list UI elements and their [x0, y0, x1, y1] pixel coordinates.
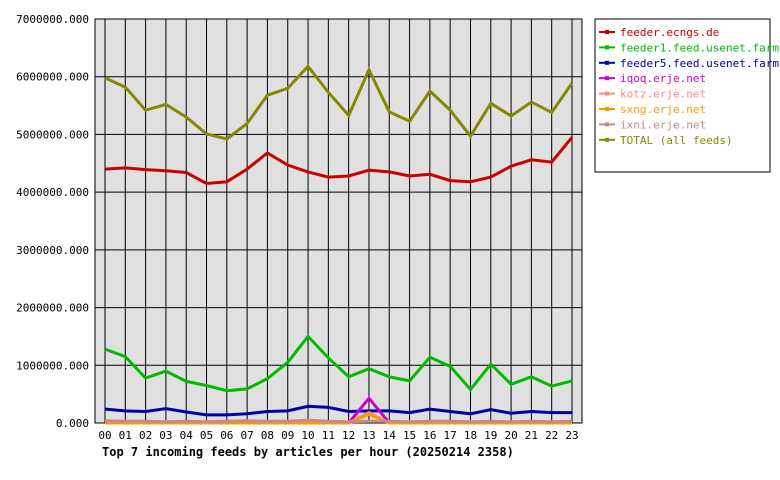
x-tick-label: 01 [119, 429, 132, 442]
legend-item-feeder-ecngs-de: feeder.ecngs.de [599, 26, 719, 39]
legend-marker [605, 91, 609, 96]
x-tick-label: 10 [301, 429, 314, 442]
legend-label: TOTAL (all feeds) [620, 134, 733, 147]
x-tick-label: 07 [241, 429, 254, 442]
series-line-ixni-erje-net [104, 418, 573, 424]
x-tick-label: 04 [180, 429, 194, 442]
legend-label: ixni.erje.net [620, 118, 706, 131]
series-line-feeder5-feed-usenet-farm [104, 404, 572, 417]
x-tick-label: 05 [200, 429, 213, 442]
legend-label: sxng.erje.net [620, 103, 706, 116]
x-tick-label: 23 [565, 429, 578, 442]
x-tick-label: 03 [159, 429, 172, 442]
x-tick-label: 17 [444, 429, 457, 442]
x-axis-tick-labels: 00 01 02 03 04 05 06 07 08 09 10 11 12 13 14 15 16 17 18 19… [98, 429, 578, 442]
legend-label: feeder5.feed.usenet.farm [620, 57, 779, 70]
legend: feeder.ecngs.de feeder1.feed.usenet.farm f… [594, 18, 779, 173]
x-tick-label: 18 [464, 429, 477, 442]
y-tick-label: 6000000.000 [16, 71, 89, 84]
legend-item-feeder1-feed-usenet-farm: feeder1.feed.usenet.farm [599, 41, 779, 54]
legend-item-feeder5-feed-usenet-farm: feeder5.feed.usenet.farm [599, 57, 779, 70]
x-tick-label: 11 [322, 429, 335, 442]
legend-label: feeder.ecngs.de [620, 26, 719, 39]
legend-marker [605, 107, 609, 111]
legend-marker [605, 60, 609, 65]
x-tick-label: 00 [98, 429, 111, 442]
y-tick-label: 2000000.000 [16, 302, 89, 315]
legend-item-sxng-erje-net: sxng.erje.net [599, 103, 706, 116]
y-tick-label: 1000000.000 [16, 359, 89, 372]
x-tick-label: 02 [139, 429, 152, 442]
legend-marker [605, 30, 609, 34]
x-tick-label: 12 [342, 429, 355, 442]
legend-box [594, 18, 771, 173]
legend-marker [605, 76, 609, 81]
legend-marker [605, 137, 609, 142]
legend-item-total-all-feeds: TOTAL (all feeds) [599, 134, 733, 147]
x-tick-label: 09 [281, 429, 294, 442]
x-tick-label: 13 [362, 429, 375, 442]
series-line-feeder-ecngs-de [104, 136, 574, 186]
series-lines [104, 63, 574, 425]
x-tick-label: 08 [261, 429, 274, 442]
legend-item-kotz-erje-net: kotz.erje.net [599, 88, 706, 101]
legend-marker [605, 122, 609, 127]
legend-label: kotz.erje.net [620, 88, 706, 101]
y-axis-tick-labels: 0.000 1000000.000 2000000.000 3000000.000 40… [16, 13, 89, 430]
series-line-feeder1-feed-usenet-farm [104, 334, 573, 393]
legend-label: iqoq.erje.net [620, 72, 706, 85]
x-tick-label: 15 [403, 429, 416, 442]
series-line-total-all-feeds [104, 63, 574, 141]
legend-item-ixni-erje-net: ixni.erje.net [599, 118, 706, 131]
x-tick-label: 20 [504, 429, 517, 442]
legend-marker [605, 45, 609, 50]
x-tick-label: 21 [525, 429, 538, 442]
y-tick-label: 0.000 [56, 417, 89, 430]
y-tick-label: 7000000.000 [16, 13, 89, 26]
x-tick-label: 14 [383, 429, 397, 442]
y-tick-label: 3000000.000 [16, 244, 89, 257]
plot-area [94, 18, 583, 424]
x-tick-label: 16 [423, 429, 436, 442]
x-tick-label: 19 [484, 429, 497, 442]
y-tick-label: 5000000.000 [16, 128, 89, 141]
x-tick-label: 06 [220, 429, 233, 442]
legend-label: feeder1.feed.usenet.farm [620, 41, 779, 54]
y-tick-label: 4000000.000 [16, 186, 89, 199]
chart-title: Top 7 incoming feeds by articles per hou… [102, 445, 514, 459]
x-tick-label: 22 [545, 429, 558, 442]
legend-item-iqoq-erje-net: iqoq.erje.net [599, 72, 706, 85]
